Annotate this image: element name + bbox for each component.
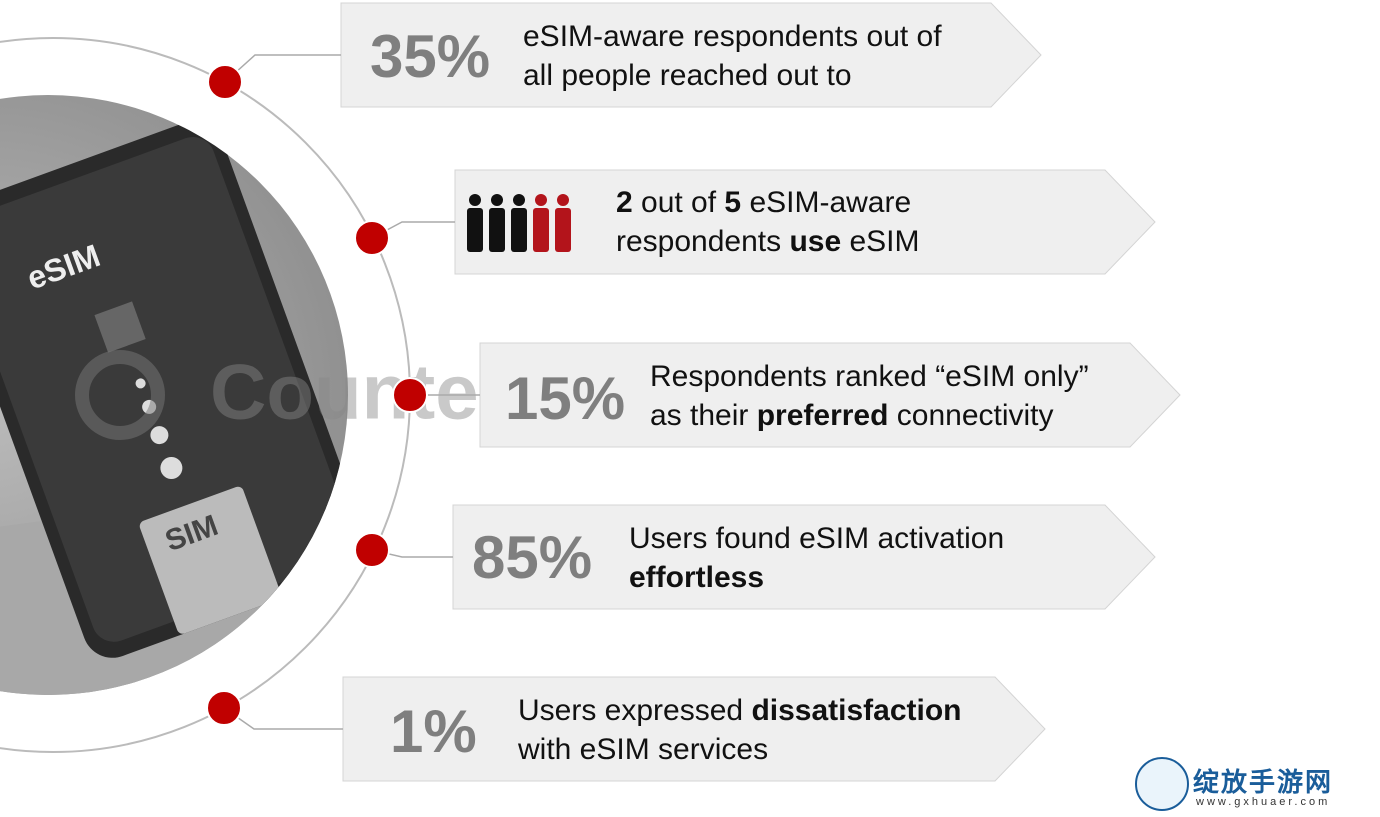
description: eSIM-aware respondents out of all people … (523, 17, 942, 95)
arrow-panel (479, 342, 1181, 448)
line: as their preferred connectivity (650, 396, 1089, 435)
line: 2 out of 5 eSIM-aware (616, 183, 920, 222)
text: Users expressed (518, 694, 752, 727)
description: 2 out of 5 eSIM-aware respondents use eSI… (616, 183, 920, 261)
marker-dot (354, 532, 390, 568)
line: Users found eSIM activation (629, 519, 1004, 558)
line: all people reached out to (523, 56, 942, 95)
text: as their (650, 399, 757, 432)
arrow-panel (340, 2, 1042, 108)
text: out of (632, 186, 725, 219)
logo-url: www.gxhuaer.com (1196, 796, 1331, 808)
people-icon (467, 194, 571, 252)
arrow-panel (342, 676, 1046, 782)
stat: 85% (472, 524, 593, 591)
text: Users found eSIM activation (629, 522, 1005, 555)
bold-text: preferred (756, 399, 889, 432)
stat: 1% (390, 698, 477, 765)
arrow-panel (454, 169, 1156, 275)
stat: 15% (505, 365, 626, 432)
line: effortless (629, 558, 1004, 597)
marker-dot (206, 690, 242, 726)
text: all people reached out to (523, 59, 852, 92)
line: with eSIM services (518, 730, 962, 769)
text: respondents (616, 225, 790, 258)
arrow-panel (452, 504, 1156, 610)
text: eSIM (841, 225, 920, 258)
line: eSIM-aware respondents out of (523, 17, 942, 56)
line: Respondents ranked “eSIM only” (650, 357, 1089, 396)
logo-name: 绽放手游网 (1193, 767, 1334, 797)
bold-text: 2 (616, 186, 633, 219)
text: Respondents ranked “eSIM only” (650, 360, 1089, 393)
text: eSIM-aware (741, 186, 912, 219)
description: Respondents ranked “eSIM only” as their p… (650, 357, 1089, 435)
connector (223, 707, 343, 730)
text: with eSIM services (518, 733, 769, 766)
text: connectivity (888, 399, 1054, 432)
marker-dot (354, 220, 390, 256)
description: Users found eSIM activation effortless (629, 519, 1004, 597)
line: Users expressed dissatisfaction (518, 691, 962, 730)
logo-icon (1135, 757, 1189, 811)
description: Users expressed dissatisfaction with eSIM… (518, 691, 962, 769)
marker-dot (392, 377, 428, 413)
stat: 35% (370, 23, 491, 90)
bold-text: 5 (724, 186, 742, 219)
line: respondents use eSIM (616, 222, 920, 261)
text: eSIM-aware respondents out of (523, 20, 942, 53)
bold-text: dissatisfaction (751, 694, 962, 727)
bold-text: use (789, 225, 842, 258)
bold-text: effortless (629, 561, 765, 594)
marker-dot (207, 64, 243, 100)
